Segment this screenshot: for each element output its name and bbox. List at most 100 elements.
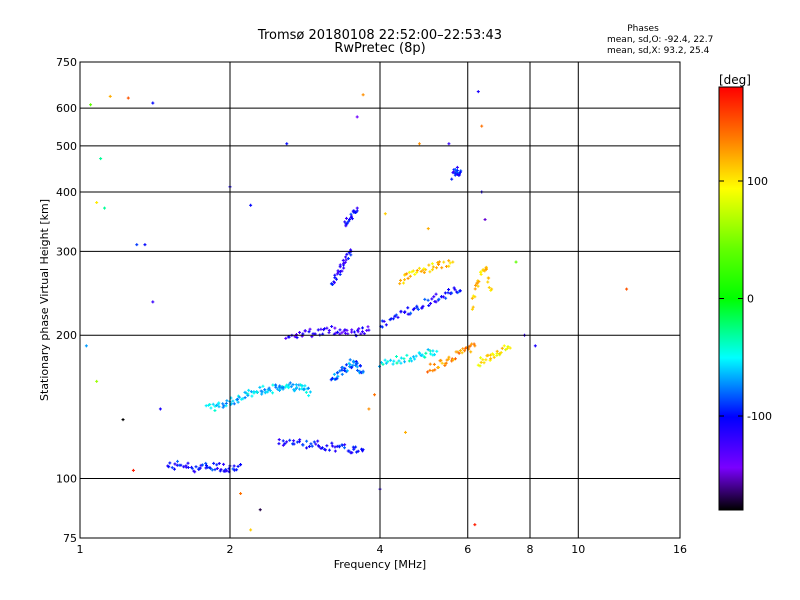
trace-point (329, 282, 333, 286)
trace-point (381, 362, 385, 366)
trace-point (383, 358, 387, 362)
trace-point (354, 445, 358, 449)
trace-point (224, 404, 228, 408)
trace-point (342, 446, 346, 450)
trace-point (477, 280, 481, 284)
trace-point (476, 363, 480, 367)
trace-point (186, 465, 190, 469)
trace-point (422, 267, 426, 271)
scatter-point (151, 101, 155, 105)
trace-point (231, 399, 235, 403)
chart-title: Tromsø 20180108 22:52:00–22:53:43 (257, 28, 502, 43)
trace-point (412, 307, 416, 311)
trace-point (344, 255, 348, 259)
trace-point (261, 384, 265, 388)
trace-point (447, 264, 451, 268)
trace-point (295, 336, 299, 340)
trace-point (215, 466, 219, 470)
trace-point (338, 328, 342, 332)
trace-point (429, 352, 433, 356)
trace-point (430, 268, 434, 272)
trace-point (179, 463, 183, 467)
trace-point (193, 470, 197, 474)
trace-point (416, 307, 420, 311)
y-axis-label: Stationary phase Virtual Height [km] (38, 199, 51, 401)
trace-point (247, 388, 251, 392)
trace-point (366, 325, 370, 329)
trace-point (405, 272, 409, 276)
scatter-point (95, 379, 99, 383)
trace-point (356, 449, 360, 453)
scatter-point (367, 407, 371, 411)
trace-point (490, 287, 494, 291)
trace-point (490, 352, 494, 356)
trace-point (453, 168, 457, 172)
trace-point (384, 361, 388, 365)
scatter-point (151, 300, 155, 304)
stats-x-line: mean, sd,X: 93.2, 25.4 (607, 46, 710, 56)
trace-point (347, 361, 351, 365)
trace-point (432, 295, 436, 299)
trace-point (186, 461, 190, 465)
trace-point (352, 360, 356, 364)
trace-point (405, 353, 409, 357)
scatter-point (99, 157, 103, 161)
trace-point (347, 449, 351, 453)
trace-point (236, 397, 240, 401)
trace-point (502, 344, 506, 348)
trace-point (343, 220, 347, 224)
trace-point (408, 274, 412, 278)
trace-point (324, 448, 328, 452)
trace-point (176, 459, 180, 463)
trace-point (384, 323, 388, 327)
trace-point (341, 258, 345, 262)
trace-point (347, 219, 351, 223)
y-tick-label: 300 (56, 245, 77, 258)
trace-point (415, 269, 419, 273)
x-tick-label: 16 (673, 543, 687, 556)
trace-point (435, 266, 439, 270)
scatter-point (126, 96, 130, 100)
trace-point (283, 442, 287, 446)
trace-point (434, 292, 438, 296)
y-tick-label: 100 (56, 473, 77, 486)
trace-point (278, 387, 282, 391)
trace-point (406, 306, 410, 310)
stats-heading: Phases (627, 24, 659, 34)
trace-point (417, 266, 421, 270)
x-tick-label: 1 (77, 543, 84, 556)
trace-point (295, 385, 299, 389)
trace-point (457, 173, 461, 177)
trace-point (453, 288, 457, 292)
trace-point (487, 276, 491, 280)
trace-point (345, 221, 349, 225)
trace-point (349, 212, 353, 216)
trace-point (403, 278, 407, 282)
trace-point (271, 391, 275, 395)
trace-point (397, 359, 401, 363)
trace-point (327, 448, 331, 452)
trace-point (443, 291, 447, 295)
trace-point (258, 385, 262, 389)
trace-point (336, 330, 340, 334)
trace-point (423, 355, 427, 359)
scatter-point (249, 528, 253, 532)
scatter-point (355, 115, 359, 119)
trace-point (348, 358, 352, 362)
trace-point (420, 353, 424, 357)
trace-point (281, 439, 285, 443)
y-tick-label: 75 (63, 532, 77, 545)
trace-point (458, 289, 462, 293)
trace-point (334, 331, 338, 335)
trace-point (391, 317, 395, 321)
trace-point (255, 390, 259, 394)
scatter-point (361, 93, 365, 97)
trace-point (297, 440, 301, 444)
trace-point (209, 406, 213, 410)
trace-point (335, 277, 339, 281)
trace-point (344, 258, 348, 262)
trace-point (430, 297, 434, 301)
trace-point (308, 327, 312, 331)
trace-point (338, 369, 342, 373)
